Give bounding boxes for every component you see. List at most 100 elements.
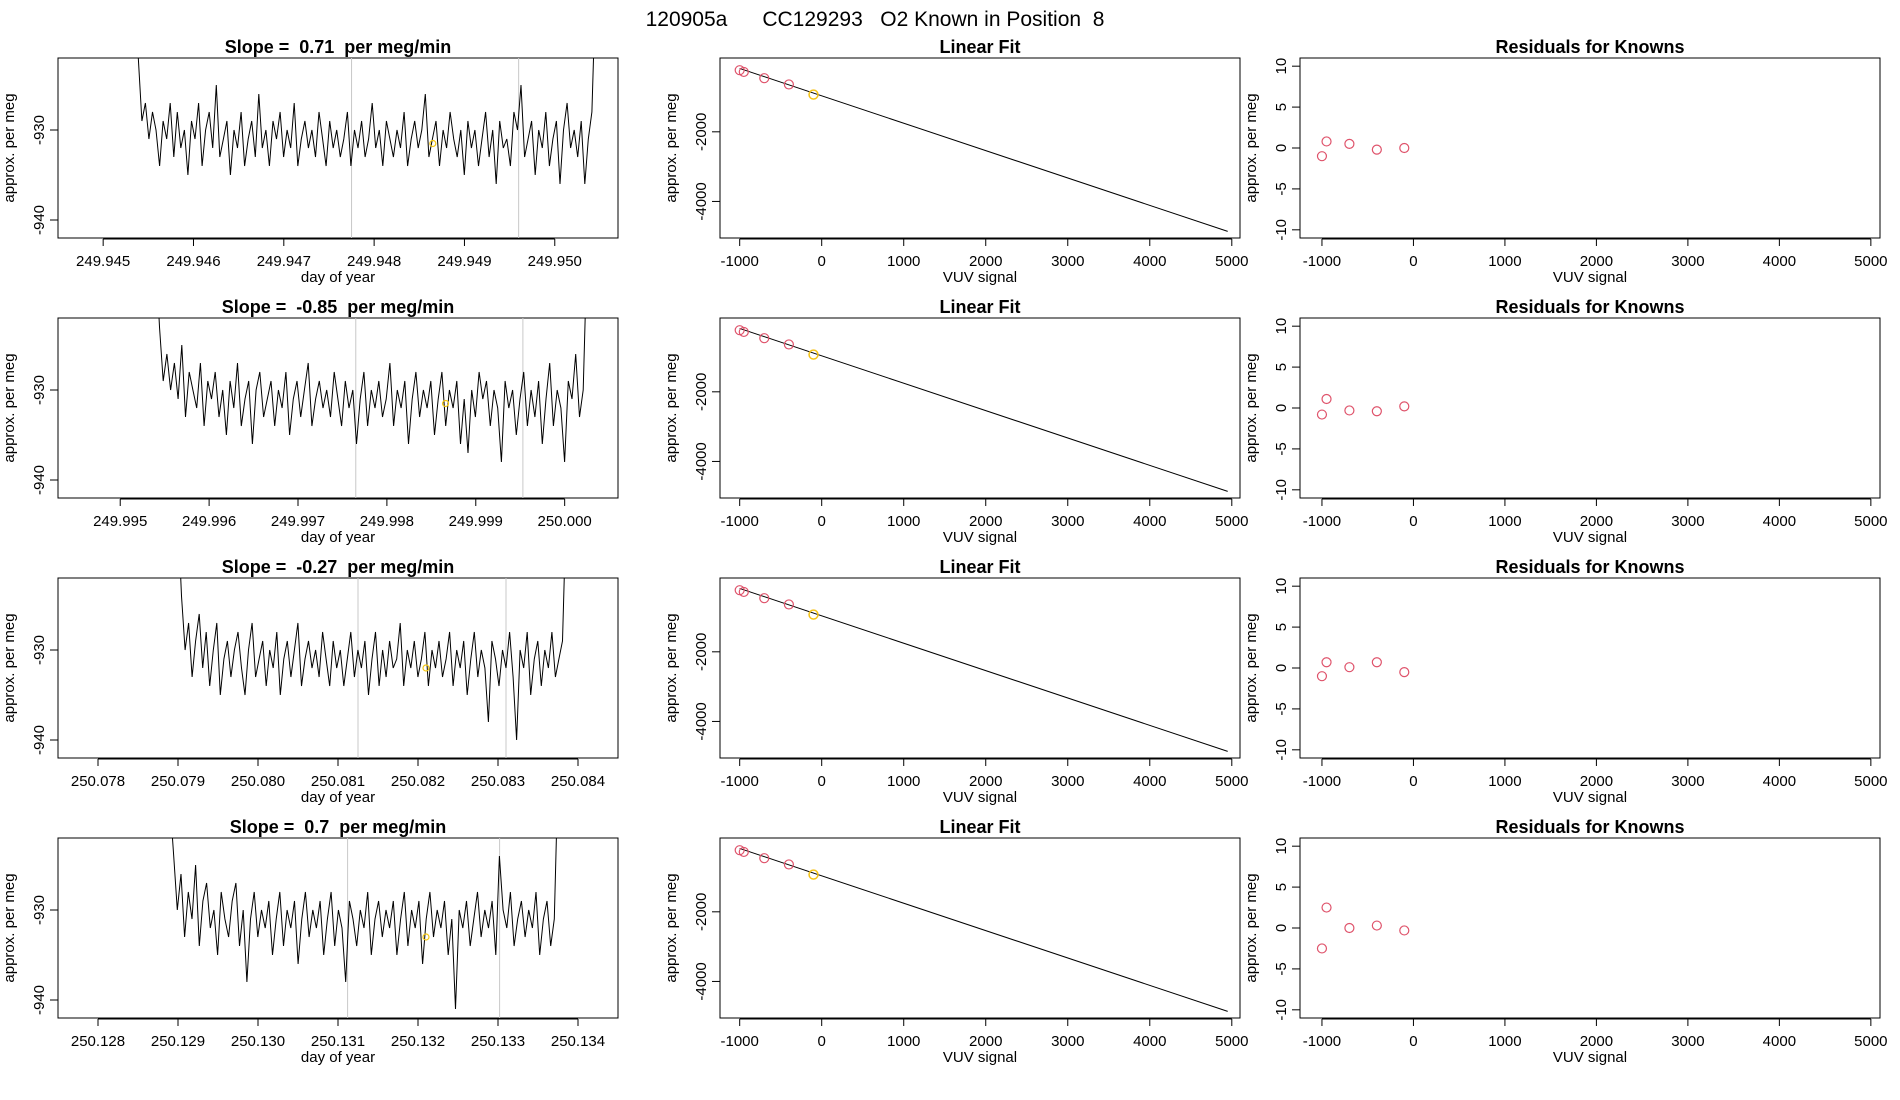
x-tick-label: 2000 [1580, 513, 1613, 530]
x-axis-label: day of year [301, 1049, 375, 1066]
data-point [1399, 142, 1410, 154]
plot-frame [719, 837, 1241, 1019]
x-tick-label: 250.080 [231, 773, 285, 790]
x-tick-label: 249.996 [182, 513, 236, 530]
data-point [1399, 401, 1410, 412]
row2-residuals-panel: Residuals for Knowns -1000 0 1000 2000 3000 40… [1243, 297, 1888, 546]
y-tick-label: 0 [1273, 144, 1290, 152]
chart-title: Residuals for Knowns [1495, 817, 1684, 837]
chart-title: Residuals for Knowns [1495, 37, 1684, 57]
y-axis-label: approx. per meg [1243, 93, 1260, 202]
data-point [1371, 406, 1382, 417]
y-tick-label: -10 [1273, 479, 1290, 501]
x-tick-label: 3000 [1671, 1033, 1704, 1050]
x-tick-label: 4000 [1763, 253, 1796, 270]
data-point [1399, 925, 1410, 936]
data-point [759, 593, 770, 604]
x-tick-label: 5000 [1854, 773, 1887, 790]
data-point [1371, 657, 1382, 668]
y-tick-label: 10 [1273, 578, 1290, 595]
x-tick-label: 1000 [1488, 513, 1521, 530]
x-tick-label: 0 [1409, 513, 1417, 530]
y-tick-label: -5 [1273, 702, 1290, 715]
y-axis-label: approx. per meg [1, 613, 18, 722]
plot-frame [1299, 317, 1881, 499]
trace-line [171, 838, 557, 1010]
data-point [759, 333, 770, 344]
x-tick-label: 250.078 [71, 773, 125, 790]
y-tick-label: -4000 [693, 702, 710, 740]
x-tick-label: 5000 [1215, 1033, 1248, 1050]
x-tick-label: -1000 [1303, 253, 1341, 270]
x-tick-label: 3000 [1671, 773, 1704, 790]
y-tick-label: -2000 [693, 633, 710, 671]
x-tick-label: 249.995 [93, 513, 147, 530]
y-tick-label: 5 [1273, 363, 1290, 371]
data-point [1321, 902, 1332, 913]
x-tick-label: 0 [818, 1033, 826, 1050]
x-axis-label: VUV signal [1553, 269, 1627, 286]
fit-line [739, 587, 1228, 752]
x-axis-label: VUV signal [1553, 789, 1627, 806]
row1-timeseries-panel: Slope = 0.71 per meg/min 249.945 249.946 24… [1, 37, 619, 286]
x-tick-label: 250.081 [311, 773, 365, 790]
row3-residuals-panel: Residuals for Knowns -1000 0 1000 2000 3000 40… [1243, 557, 1888, 806]
y-tick-label: 0 [1273, 924, 1290, 932]
plot-frame [719, 317, 1241, 499]
plot-frame [57, 317, 619, 499]
x-tick-label: 2000 [1580, 773, 1613, 790]
y-tick-label: 5 [1273, 883, 1290, 891]
x-tick-label: 4000 [1133, 253, 1166, 270]
x-tick-label: 4000 [1763, 773, 1796, 790]
x-tick-label: 250.000 [538, 513, 592, 530]
trace-line [158, 318, 586, 463]
y-tick-label: 0 [1273, 664, 1290, 672]
y-tick-label: 10 [1273, 838, 1290, 855]
chart-title: Residuals for Knowns [1495, 557, 1684, 577]
y-tick-label: -4000 [693, 442, 710, 480]
plot-area [137, 58, 595, 238]
chart-title: Residuals for Knowns [1495, 297, 1684, 317]
highlight-point [422, 664, 430, 672]
data-point [1321, 136, 1332, 147]
x-tick-label: 3000 [1671, 513, 1704, 530]
x-tick-label: 0 [818, 513, 826, 530]
y-tick-label: -930 [31, 375, 48, 405]
x-tick-label: 250.079 [151, 773, 205, 790]
y-axis-label: approx. per meg [663, 873, 680, 982]
x-tick-label: 3000 [1051, 513, 1084, 530]
x-tick-label: 1000 [887, 513, 920, 530]
plot-frame [1299, 577, 1881, 759]
x-axis-label: VUV signal [1553, 1049, 1627, 1066]
fit-line [739, 67, 1228, 232]
x-tick-label: 0 [1409, 773, 1417, 790]
row4-residuals-panel: Residuals for Knowns -1000 0 1000 2000 3000 40… [1243, 817, 1888, 1066]
y-axis-label: approx. per meg [1, 353, 18, 462]
y-tick-label: 10 [1273, 318, 1290, 335]
data-point [759, 853, 770, 864]
y-tick-label: -940 [31, 205, 48, 235]
y-tick-label: -5 [1273, 442, 1290, 455]
data-point [738, 326, 749, 338]
plot-frame [719, 57, 1241, 239]
highlight-point [422, 933, 430, 941]
data-point [783, 599, 794, 610]
plot-area [180, 578, 565, 758]
x-tick-label: 1000 [1488, 253, 1521, 270]
data-point [1344, 138, 1355, 150]
x-tick-label: 2000 [969, 773, 1002, 790]
highlight-point [808, 609, 819, 620]
x-tick-label: 250.128 [71, 1033, 125, 1050]
chart-title: Linear Fit [939, 817, 1020, 837]
plot-frame [1299, 57, 1881, 239]
x-axis-label: day of year [301, 529, 375, 546]
plot-frame [57, 577, 619, 759]
y-axis-label: approx. per meg [1, 93, 18, 202]
x-axis-label: day of year [301, 789, 375, 806]
x-tick-label: 2000 [1580, 253, 1613, 270]
x-tick-label: 4000 [1763, 1033, 1796, 1050]
x-tick-label: 249.948 [347, 253, 401, 270]
y-axis-label: approx. per meg [1243, 613, 1260, 722]
x-tick-label: 249.947 [257, 253, 311, 270]
x-tick-label: 5000 [1215, 513, 1248, 530]
